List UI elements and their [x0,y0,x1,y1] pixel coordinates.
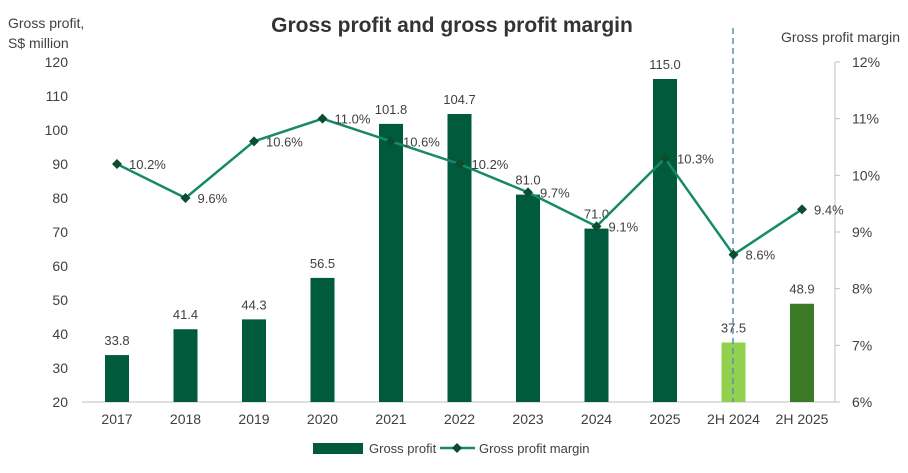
bar-2022 [447,114,472,403]
y-tick-label: 60 [52,258,68,274]
bar-data-label: 48.9 [789,282,814,297]
x-tick-label: 2023 [512,411,543,427]
bar-data-label: 81.0 [515,173,540,188]
margin-marker [386,136,396,147]
legend-bar-swatch [313,443,363,454]
x-tick-label: 2024 [581,411,612,427]
y-tick-label: 50 [52,292,68,308]
margin-marker [249,136,259,147]
margin-marker [523,187,533,198]
margin-data-label: 10.6% [403,134,440,149]
y-tick-label: 40 [52,326,68,342]
bar-data-label: 33.8 [104,333,129,348]
margin-marker [317,113,328,124]
bar-data-label: 104.7 [443,92,476,107]
y-tick-label: 70 [52,224,68,240]
x-tick-label: 2025 [649,411,680,427]
y2-axis-label: Gross profit margin [781,29,900,45]
bar-2025 [653,79,677,402]
legend-marker-swatch [452,443,462,453]
chart-title: Gross profit and gross profit margin [271,14,633,37]
y2-tick-label: 12% [852,54,880,70]
margin-marker [591,221,602,232]
y2-tick-label: 7% [852,337,872,353]
x-tick-label: 2021 [375,411,406,427]
x-tick-label: 2017 [101,411,132,427]
margin-marker [180,193,191,203]
x-tick-label: 2H 2025 [776,411,829,427]
y-tick-label: 110 [46,88,69,104]
margin-data-label: 10.2% [129,157,166,172]
y-tick-label: 30 [52,360,68,376]
margin-data-label: 9.6% [198,191,228,206]
margin-marker [728,249,739,260]
y-tick-label: 100 [45,122,69,138]
margin-data-label: 9.1% [609,219,639,234]
bar-data-label: 71.0 [584,207,609,222]
bar-data-label: 56.5 [310,256,335,271]
bar-data-label: 41.4 [173,307,198,322]
y-tick-label: 90 [52,156,68,172]
bar-2020 [310,277,335,402]
bar-2017 [105,355,129,402]
x-tick-label: 2019 [238,411,269,427]
y2-tick-label: 8% [852,281,872,297]
bar-2018 [173,329,198,402]
y-tick-label: 20 [52,394,68,410]
margin-marker [797,204,807,215]
y2-tick-label: 6% [852,394,872,410]
margin-data-label: 8.6% [746,248,776,263]
x-tick-label: 2H 2024 [707,411,760,427]
bar-data-label: 115.0 [649,57,681,72]
margin-data-label: 10.6% [266,134,303,149]
margin-data-label: 10.3% [677,151,714,166]
bar-data-label: 101.8 [375,102,408,117]
x-tick-label: 2020 [307,411,338,427]
y-tick-label: 80 [52,190,68,206]
margin-marker [112,159,122,169]
margin-data-label: 11.0% [335,112,371,127]
y2-tick-label: 10% [852,167,880,183]
y2-tick-label: 11% [852,111,879,127]
margin-marker [454,159,465,169]
bar-2023 [516,194,540,402]
bar-2021 [379,123,403,402]
margin-data-label: 9.4% [814,202,844,217]
bar-2019 [242,319,266,402]
y-axis-label-line1: Gross profit, [8,15,84,31]
y2-tick-label: 9% [852,224,872,240]
bar-2024 [584,228,609,402]
y-axis-label-line2: S$ million [8,35,69,51]
x-tick-label: 2022 [444,411,475,427]
legend-gross-profit-margin: Gross profit margin [479,441,590,456]
margin-data-label: 10.2% [472,157,509,172]
y-tick-label: 120 [45,54,69,70]
margin-marker [660,153,670,164]
bar-data-label: 44.3 [241,297,266,312]
margin-data-label: 9.7% [540,185,570,200]
bar-2H-2025 [790,303,814,402]
x-tick-label: 2018 [170,411,201,427]
legend-gross-profit: Gross profit [369,441,437,456]
